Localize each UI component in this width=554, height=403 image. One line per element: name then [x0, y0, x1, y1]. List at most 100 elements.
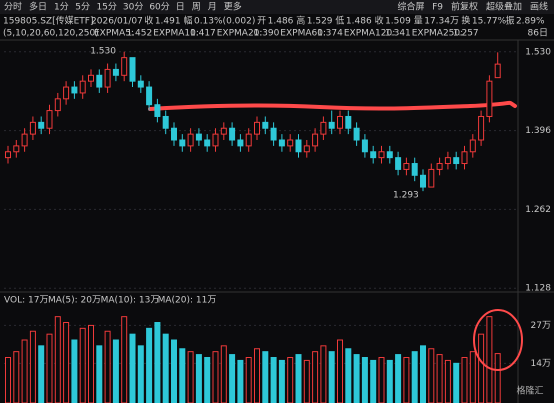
- tab[interactable]: 分时: [4, 1, 22, 13]
- volume-bar: [21, 339, 28, 403]
- indicator-name: EXPMA10:: [153, 29, 199, 39]
- candle-body: [88, 74, 94, 82]
- candle-body: [154, 104, 161, 117]
- volume-bar: [96, 345, 103, 403]
- volume-bar: [494, 353, 501, 403]
- candle-body: [112, 68, 119, 76]
- candle-body: [386, 151, 393, 159]
- candle-body: [494, 63, 501, 79]
- candle-body: [420, 174, 426, 188]
- volume-bar: [237, 359, 244, 403]
- info-value: 1.529: [307, 17, 333, 27]
- tab[interactable]: 更多: [224, 1, 242, 13]
- info-label: 159805.SZ[传媒ETF]: [3, 15, 93, 27]
- volume-bar: [137, 345, 144, 403]
- candle-body: [79, 80, 86, 94]
- period: 86日: [528, 28, 548, 39]
- volume-bar: [403, 357, 410, 403]
- candle-body: [13, 145, 20, 153]
- volume-bar: [320, 345, 327, 403]
- volume-bar: [63, 322, 70, 403]
- candle-body: [353, 127, 360, 141]
- tab[interactable]: 周: [192, 2, 201, 13]
- tool[interactable]: 前复权: [451, 1, 478, 13]
- tab[interactable]: 5分: [75, 2, 90, 13]
- candle-body: [262, 121, 269, 129]
- tab[interactable]: 60分: [149, 2, 169, 13]
- indicator-name: EXPMA120:: [344, 29, 395, 39]
- tool[interactable]: 画线: [530, 1, 548, 13]
- candle-body: [254, 121, 260, 135]
- candle-body: [436, 163, 443, 170]
- indicator-value: 1.452: [126, 29, 152, 39]
- volume-bar: [187, 351, 194, 403]
- candle-body: [337, 115, 343, 129]
- watermark: 格隆汇: [516, 385, 543, 397]
- indicator-name: EXPMA60:: [280, 29, 326, 39]
- tool[interactable]: 综合屏: [398, 1, 425, 13]
- candle-body: [137, 80, 144, 88]
- candle-body: [345, 115, 352, 129]
- tab[interactable]: 1分: [54, 2, 69, 13]
- indicator-value: 1.417: [190, 29, 216, 39]
- y-tick-label: 14万: [531, 359, 551, 369]
- volume-bar: [386, 359, 393, 403]
- candle-body: [428, 168, 435, 188]
- volume-bar: [428, 348, 435, 403]
- volume-bar: [295, 354, 302, 403]
- volume-bar: [270, 357, 277, 403]
- candle-body: [171, 127, 177, 141]
- drawn-line: [148, 100, 517, 111]
- volume-legend: VOL: 17万: [4, 296, 48, 306]
- y-tick-label: 1.262: [525, 205, 551, 215]
- tab[interactable]: 月: [208, 2, 217, 13]
- volume-bar: [5, 357, 11, 403]
- highlight-circle: [473, 309, 523, 371]
- volume-bar: [469, 351, 476, 403]
- volume-bar: [229, 354, 236, 403]
- info-value: 1.491: [155, 17, 181, 27]
- candle-body: [486, 80, 493, 117]
- info-value: 1.509: [385, 17, 411, 27]
- candle-body: [21, 133, 28, 147]
- volume-bar: [370, 359, 377, 403]
- indicator-value: 1.374: [317, 29, 343, 39]
- tab[interactable]: 多日: [29, 1, 47, 13]
- indicator-value: 1.257: [453, 29, 479, 39]
- info-label: 量: [414, 16, 423, 27]
- info-label: 高: [296, 15, 305, 27]
- candle-body: [312, 133, 319, 147]
- info-value: 1.486: [346, 17, 372, 27]
- tool[interactable]: F9: [432, 3, 443, 13]
- candle-body: [245, 133, 252, 147]
- volume-bar: [395, 354, 402, 403]
- volume-bar: [337, 339, 343, 403]
- volume-bar: [104, 330, 111, 403]
- volume-bar: [146, 327, 153, 403]
- volume-bar: [220, 345, 227, 403]
- volume-bar: [79, 327, 86, 403]
- volume-bar: [345, 348, 352, 403]
- candle-body: [237, 139, 244, 147]
- volume-bar: [461, 357, 468, 403]
- volume-bar: [13, 351, 20, 403]
- tab[interactable]: 日: [176, 2, 185, 13]
- candle-body: [54, 98, 61, 112]
- candle-body: [187, 133, 194, 147]
- tool[interactable]: 超级叠加: [486, 1, 522, 13]
- candle-body: [204, 139, 211, 147]
- candle-body: [328, 121, 335, 129]
- tab[interactable]: 15分: [96, 2, 116, 13]
- tab[interactable]: 30分: [123, 2, 143, 13]
- volume-bar: [478, 333, 485, 403]
- info-value: 1.486: [268, 17, 294, 27]
- volume-bar: [262, 351, 269, 403]
- candle-body: [478, 115, 485, 141]
- volume-bar: [195, 354, 202, 403]
- candle-body: [5, 151, 11, 159]
- info-label: 振: [505, 15, 514, 27]
- candle-body: [370, 151, 377, 159]
- candle-body: [303, 145, 310, 153]
- volume-bar: [245, 357, 252, 403]
